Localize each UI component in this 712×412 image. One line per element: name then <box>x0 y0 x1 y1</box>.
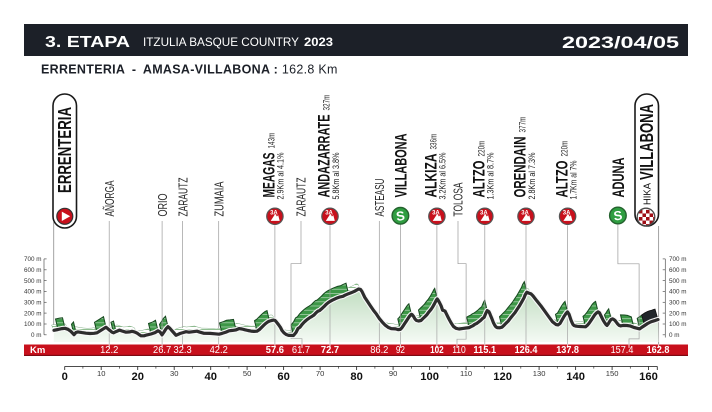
svg-text:ZARAUTZ: ZARAUTZ <box>294 177 309 216</box>
svg-text:12.2: 12.2 <box>100 345 119 356</box>
svg-text:110: 110 <box>452 345 466 356</box>
svg-text:100 m: 100 m <box>669 321 687 328</box>
svg-text:72.7: 72.7 <box>321 345 340 356</box>
svg-text:0: 0 <box>62 371 68 383</box>
svg-text:S: S <box>613 208 624 224</box>
svg-text:600 m: 600 m <box>669 267 687 274</box>
svg-text:MEAGAS: MEAGAS <box>260 153 279 198</box>
svg-text:50: 50 <box>243 369 251 378</box>
svg-text:2023: 2023 <box>304 37 333 49</box>
svg-text:86.2: 86.2 <box>370 345 389 356</box>
svg-text:220m: 220m <box>559 141 569 157</box>
svg-text:3A: 3A <box>432 211 440 217</box>
svg-text:0 m: 0 m <box>31 332 42 339</box>
svg-text:ADUNA: ADUNA <box>609 158 628 198</box>
svg-text:80: 80 <box>350 371 362 383</box>
svg-text:220m: 220m <box>477 141 487 157</box>
svg-text:60: 60 <box>277 371 289 383</box>
svg-text:2023/04/05: 2023/04/05 <box>562 33 679 52</box>
svg-text:377m: 377m <box>518 117 528 133</box>
svg-text:157.4: 157.4 <box>611 345 634 356</box>
svg-text:400 m: 400 m <box>669 289 687 296</box>
svg-text:ASTEASU: ASTEASU <box>372 179 387 217</box>
svg-text:300 m: 300 m <box>24 300 42 307</box>
svg-text:3A: 3A <box>480 211 488 217</box>
svg-text:57.6: 57.6 <box>266 345 285 356</box>
svg-text:40: 40 <box>204 371 216 383</box>
svg-text:20: 20 <box>131 371 143 383</box>
svg-text:500 m: 500 m <box>669 278 687 285</box>
svg-text:ZARAUTZ: ZARAUTZ <box>175 177 190 216</box>
svg-text:70: 70 <box>316 369 324 378</box>
svg-text:VILLABONA: VILLABONA <box>637 104 657 180</box>
svg-text:TOLOSA: TOLOSA <box>451 182 466 216</box>
svg-text:327m: 327m <box>322 95 332 111</box>
svg-text:10: 10 <box>97 369 105 378</box>
svg-text:336m: 336m <box>429 134 439 150</box>
svg-text:ALTZO: ALTZO <box>470 161 489 198</box>
svg-text:Km: Km <box>30 345 45 356</box>
svg-text:ALKIZA: ALKIZA <box>422 154 441 198</box>
svg-text:100: 100 <box>420 371 439 383</box>
svg-text:2.9Km al 4.1%: 2.9Km al 4.1% <box>276 152 286 199</box>
svg-text:140: 140 <box>566 371 585 383</box>
svg-text:700 m: 700 m <box>669 256 687 263</box>
svg-text:162.8: 162.8 <box>647 345 670 356</box>
svg-text:120: 120 <box>493 371 512 383</box>
svg-text:VILLABONA: VILLABONA <box>392 134 411 198</box>
svg-text:3. ETAPA: 3. ETAPA <box>45 34 131 51</box>
svg-text:102: 102 <box>430 345 444 356</box>
svg-text:126.4: 126.4 <box>515 345 538 356</box>
svg-text:ERRENTERIA: ERRENTERIA <box>55 107 75 193</box>
svg-text:200 m: 200 m <box>669 310 687 317</box>
svg-text:ANDAZARRATE: ANDAZARRATE <box>315 115 334 198</box>
svg-text:ALTZO: ALTZO <box>552 161 571 198</box>
svg-text:2.8Km al 7.3%: 2.8Km al 7.3% <box>527 152 537 199</box>
svg-text:3A: 3A <box>563 211 571 217</box>
svg-text:700 m: 700 m <box>24 256 42 263</box>
svg-text:0 m: 0 m <box>669 332 680 339</box>
svg-text:115.1: 115.1 <box>473 345 496 356</box>
svg-text:200 m: 200 m <box>24 310 42 317</box>
svg-text:130: 130 <box>533 369 546 378</box>
svg-text:143m: 143m <box>267 133 277 149</box>
svg-text:92: 92 <box>396 345 405 356</box>
svg-text:400 m: 400 m <box>24 289 42 296</box>
svg-text:AÑORGA: AÑORGA <box>102 180 117 216</box>
svg-text:ERRENTERIA - AMASA-VILLABONA: ERRENTERIA - AMASA-VILLABONA : 162.8 Km <box>41 63 338 77</box>
svg-text:300 m: 300 m <box>669 300 687 307</box>
svg-text:150: 150 <box>606 369 619 378</box>
svg-text:500 m: 500 m <box>24 278 42 285</box>
svg-text:110: 110 <box>460 369 472 378</box>
svg-text:600 m: 600 m <box>24 267 42 274</box>
svg-text:160: 160 <box>639 371 658 383</box>
svg-text:ORIO: ORIO <box>155 194 170 217</box>
svg-text:ORENDAIN: ORENDAIN <box>511 137 530 198</box>
svg-text:1.7Km al 7%: 1.7Km al 7% <box>568 160 578 199</box>
svg-text:5.8Km al 3.8%: 5.8Km al 3.8% <box>331 152 341 199</box>
svg-text:32.3: 32.3 <box>174 345 193 356</box>
svg-text:1.3Km al 8.7%: 1.3Km al 8.7% <box>486 152 496 199</box>
svg-text:137.8: 137.8 <box>556 345 579 356</box>
svg-text:90: 90 <box>389 369 397 378</box>
svg-text:26.7: 26.7 <box>153 345 172 356</box>
svg-text:3A: 3A <box>521 211 529 217</box>
svg-text:HIKA: HIKA <box>642 183 653 205</box>
svg-text:ITZULIA BASQUE COUNTRY: ITZULIA BASQUE COUNTRY <box>143 37 299 49</box>
svg-text:S: S <box>395 208 406 224</box>
svg-text:3A: 3A <box>325 211 333 217</box>
svg-text:3.2Km al 6.5%: 3.2Km al 6.5% <box>438 152 448 199</box>
svg-text:61.7: 61.7 <box>292 345 311 356</box>
svg-text:100 m: 100 m <box>24 321 42 328</box>
svg-text:ZUMAIA: ZUMAIA <box>211 181 226 216</box>
svg-text:42.2: 42.2 <box>210 345 229 356</box>
svg-text:30: 30 <box>170 369 178 378</box>
svg-text:3A: 3A <box>270 211 278 217</box>
